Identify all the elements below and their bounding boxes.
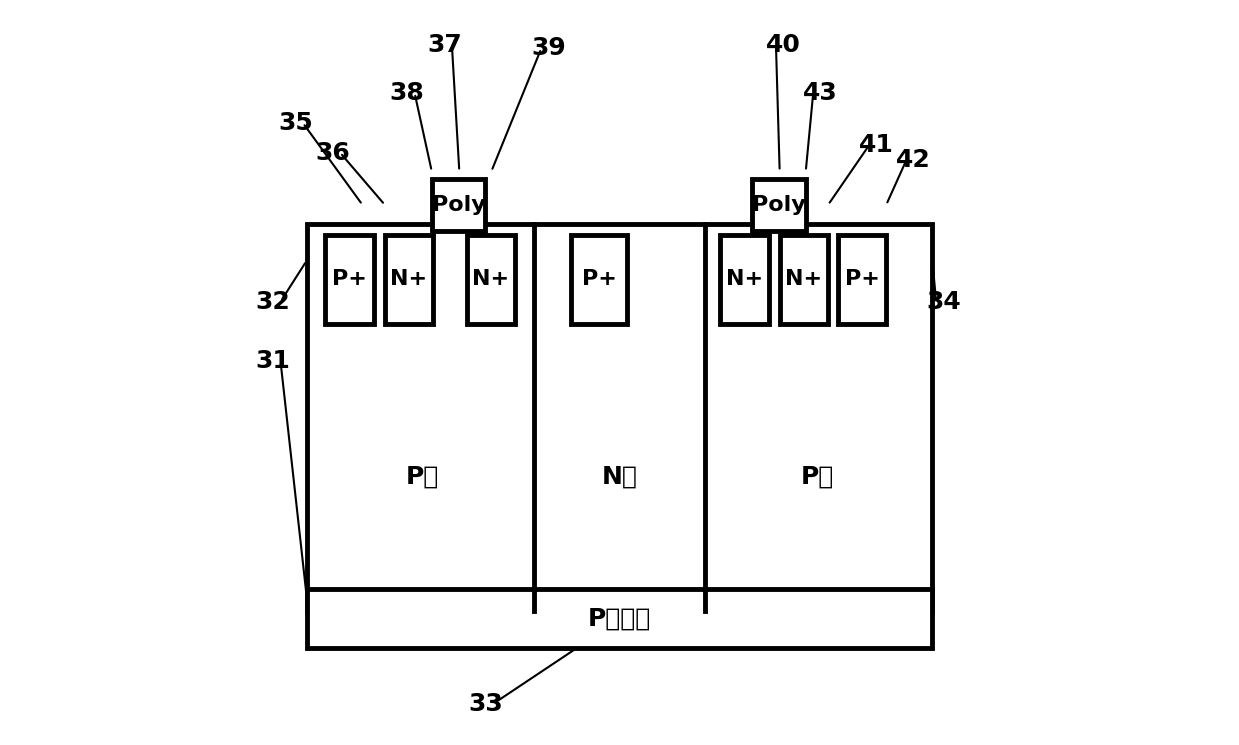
Bar (752, 179, 805, 231)
Text: 34: 34 (927, 290, 961, 314)
Bar (306, 589, 933, 648)
Text: Poly: Poly (752, 195, 805, 215)
Text: 40: 40 (766, 33, 800, 57)
Bar (571, 235, 627, 324)
Text: 41: 41 (859, 133, 895, 157)
Bar (306, 224, 933, 611)
Bar (838, 235, 886, 324)
Bar (467, 235, 515, 324)
Text: 38: 38 (390, 81, 425, 105)
Text: 33: 33 (468, 692, 503, 716)
Text: Poly: Poly (431, 195, 486, 215)
Text: 31: 31 (255, 349, 290, 373)
Bar (779, 235, 828, 324)
Text: N+: N+ (390, 270, 427, 289)
Text: 36: 36 (315, 141, 351, 165)
Text: 39: 39 (532, 37, 566, 60)
Text: P阱: P阱 (800, 465, 834, 489)
Text: P型衬底: P型衬底 (587, 606, 652, 630)
Text: N+: N+ (726, 270, 763, 289)
Text: 42: 42 (896, 148, 932, 172)
Text: 35: 35 (278, 111, 312, 135)
Text: P阱: P阱 (405, 465, 439, 489)
Text: P+: P+ (845, 270, 880, 289)
Text: 32: 32 (255, 290, 290, 314)
Text: N+: N+ (786, 270, 823, 289)
Bar (325, 235, 374, 324)
Text: 37: 37 (427, 33, 462, 57)
Text: P+: P+ (332, 270, 367, 289)
Text: P+: P+ (581, 270, 617, 289)
Text: N阱: N阱 (602, 465, 637, 489)
Bar (720, 235, 768, 324)
Text: 43: 43 (803, 81, 838, 105)
Bar (385, 235, 434, 324)
Bar (431, 179, 486, 231)
Text: N+: N+ (472, 270, 509, 289)
